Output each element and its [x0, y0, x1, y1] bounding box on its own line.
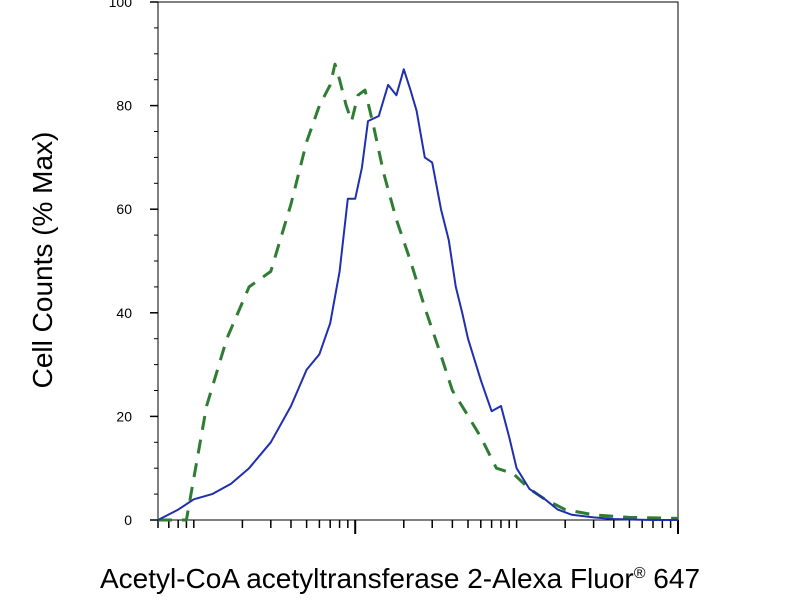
solid-histogram-line: [157, 68, 678, 521]
x-axis: [157, 520, 679, 534]
series-layer: [157, 62, 679, 522]
y-axis-title: Cell Counts (% Max): [27, 132, 58, 389]
y-tick-label: 100: [109, 0, 133, 10]
y-tick-label: 60: [116, 201, 132, 217]
dashed-histogram-line: [158, 62, 679, 522]
x-axis-title-registered-mark: ®: [634, 565, 646, 582]
y-tick-label: 40: [116, 305, 132, 321]
x-axis-title: Acetyl-CoA acetyltransferase 2-Alexa Flu…: [100, 563, 700, 594]
x-axis-title-main: Acetyl-CoA acetyltransferase 2-Alexa Flu…: [100, 563, 634, 594]
x-axis-title-suffix: 647: [646, 563, 701, 594]
plot-border: [157, 1, 679, 521]
y-tick-label: 20: [116, 408, 132, 424]
y-axis: 0 20 40 60 80 100: [109, 0, 158, 528]
plot-frame: [157, 1, 679, 521]
y-tick-label: 0: [124, 512, 132, 528]
y-tick-label: 80: [116, 98, 132, 114]
